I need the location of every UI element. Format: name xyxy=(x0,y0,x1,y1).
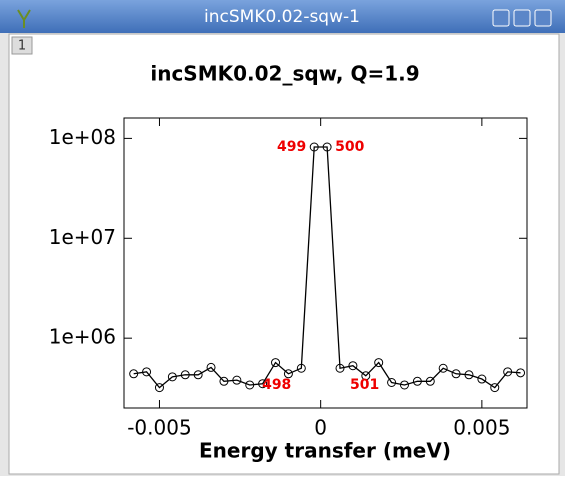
point-annotation: 499 xyxy=(277,139,306,155)
point-annotation: 498 xyxy=(262,377,291,393)
point-annotation: 501 xyxy=(350,377,379,393)
plot-canvas xyxy=(8,33,560,475)
x-tick-label: 0 xyxy=(314,416,327,440)
data-point xyxy=(438,363,448,373)
x-axis-label: Energy transfer (meV) xyxy=(199,439,451,463)
data-point xyxy=(142,367,152,377)
window-title: incSMK0.02-sqw-1 xyxy=(204,7,360,27)
data-point xyxy=(516,368,526,378)
x-tick-label: -0.005 xyxy=(127,416,191,440)
data-point xyxy=(258,379,268,389)
data-point xyxy=(206,362,216,372)
data-point xyxy=(322,142,332,152)
data-point xyxy=(154,383,164,393)
data-point xyxy=(477,374,487,384)
data-point xyxy=(464,370,474,380)
minimize-button[interactable] xyxy=(492,9,510,27)
close-button[interactable] xyxy=(534,9,552,27)
y-tick-label: 1e+08 xyxy=(49,125,116,149)
data-point xyxy=(193,370,203,380)
data-point xyxy=(451,369,461,379)
title-bar xyxy=(0,0,565,33)
data-point xyxy=(490,383,500,393)
data-point xyxy=(387,377,397,387)
data-point xyxy=(129,369,139,379)
data-point xyxy=(399,380,409,390)
layer-tab-label: 1 xyxy=(18,39,26,54)
data-point xyxy=(296,363,306,373)
data-point xyxy=(348,361,358,371)
data-point xyxy=(167,372,177,382)
data-point xyxy=(412,376,422,386)
data-point xyxy=(283,369,293,379)
data-point xyxy=(219,376,229,386)
data-point xyxy=(245,380,255,390)
data-point xyxy=(232,375,242,385)
data-point xyxy=(425,376,435,386)
data-point xyxy=(361,371,371,381)
y-tick-label: 1e+07 xyxy=(49,225,116,249)
plot-frame xyxy=(123,117,528,409)
layer-tab[interactable] xyxy=(11,36,33,55)
chart-title: incSMK0.02_sqw, Q=1.9 xyxy=(150,62,419,86)
data-point xyxy=(374,358,384,368)
data-point xyxy=(503,367,513,377)
x-tick-label: 0.005 xyxy=(453,416,510,440)
data-point xyxy=(335,363,345,373)
point-annotation: 500 xyxy=(335,139,364,155)
data-point xyxy=(309,142,319,152)
y-tick-label: 1e+06 xyxy=(49,325,116,349)
maximize-button[interactable] xyxy=(513,9,531,27)
app-icon xyxy=(17,9,31,28)
data-line xyxy=(133,146,521,389)
data-point xyxy=(271,358,281,368)
data-point xyxy=(180,370,190,380)
